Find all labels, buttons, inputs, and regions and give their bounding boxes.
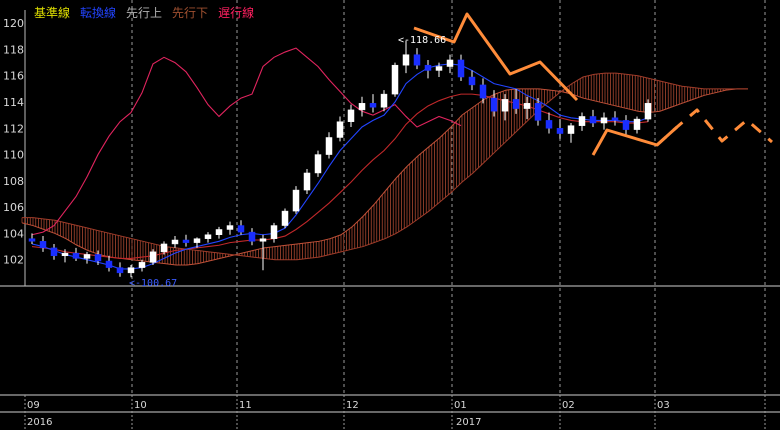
- candle-body: [413, 54, 421, 66]
- candle-body: [501, 99, 509, 112]
- candle-body: [292, 189, 300, 212]
- trend-annotation-line: [655, 108, 773, 147]
- candle-body: [600, 117, 608, 124]
- candle-body: [237, 225, 245, 233]
- tenkan-line: [31, 63, 649, 270]
- candle-body: [490, 97, 498, 112]
- candle-body: [303, 172, 311, 191]
- candle-body: [204, 234, 212, 239]
- candle-body: [358, 103, 366, 111]
- legend-senkou-b: 先行下: [172, 6, 209, 20]
- x-tick-label: 01: [454, 400, 467, 411]
- candle-body: [39, 241, 47, 249]
- candle-body: [457, 59, 465, 78]
- candle-body: [512, 99, 520, 109]
- candle-body: [347, 109, 355, 122]
- candle-body: [479, 84, 487, 99]
- candle-body: [611, 117, 619, 121]
- x-tick-label: 11: [239, 400, 252, 411]
- legend-tenkan: 転換線: [80, 6, 117, 20]
- candle-body: [138, 262, 146, 268]
- x-tick-label: 03: [657, 400, 670, 411]
- trend-annotations: [413, 12, 773, 156]
- senkou-b-line: [22, 72, 748, 261]
- candle-body: [105, 260, 113, 268]
- candle-body: [446, 59, 454, 67]
- candle-body: [369, 103, 377, 108]
- y-tick-label: 114: [3, 96, 24, 109]
- y-tick-label: 118: [3, 43, 24, 56]
- x-tick-label: 09: [27, 400, 40, 411]
- x-tick-label: 10: [134, 400, 147, 411]
- candle-body: [94, 254, 102, 262]
- candle-body: [523, 103, 531, 109]
- candle-body: [545, 120, 553, 129]
- candle-body: [435, 66, 443, 71]
- y-tick-label: 108: [3, 175, 24, 188]
- candle-body: [259, 238, 267, 242]
- legend-kijun: 基準線: [34, 6, 71, 20]
- candle-body: [314, 154, 322, 174]
- x-tick-label: 12: [346, 400, 359, 411]
- candle-body: [28, 238, 36, 242]
- low-price-label: <-100.67: [129, 278, 177, 289]
- candle-body: [644, 103, 652, 120]
- candle-body: [226, 225, 234, 230]
- candle-body: [556, 128, 564, 134]
- candle-body: [567, 125, 575, 134]
- candle-body: [380, 93, 388, 108]
- legend-senkou-a: 先行上: [126, 6, 163, 20]
- candle-body: [50, 247, 58, 257]
- y-tick-label: 104: [3, 227, 24, 240]
- trend-annotation-line: [591, 125, 679, 156]
- axis-labels: 120 118 116 114 112 110 108 106 104 102 09 10 11 12 01…: [3, 17, 670, 428]
- x-tick-label: 02: [562, 400, 575, 411]
- candle-body: [391, 64, 399, 95]
- chikou-line: [31, 47, 462, 236]
- candle-body: [402, 54, 410, 66]
- candle-body: [193, 238, 201, 243]
- candle-body: [325, 137, 333, 155]
- candle-body: [336, 121, 344, 138]
- y-tick-label: 106: [3, 201, 24, 214]
- trend-annotation-line: [413, 12, 579, 102]
- candle-body: [171, 239, 179, 245]
- candle-body: [83, 254, 91, 259]
- y-tick-label: 110: [3, 149, 24, 162]
- candle-body: [468, 76, 476, 86]
- candlestick-series: [28, 40, 652, 278]
- indicator-legend: 基準線 転換線 先行上 先行下 遅行線: [34, 4, 254, 21]
- candle-body: [578, 116, 586, 126]
- candle-body: [281, 210, 289, 226]
- candle-body: [633, 118, 641, 130]
- candle-body: [270, 225, 278, 239]
- candle-body: [182, 239, 190, 243]
- high-price-label: <-118.66: [398, 35, 446, 46]
- candle-body: [116, 267, 124, 274]
- y-tick-label: 120: [3, 17, 24, 30]
- year-label: 2017: [456, 417, 481, 428]
- ichimoku-cloud: [21, 72, 748, 266]
- candle-body: [589, 116, 597, 124]
- candle-body: [61, 252, 69, 257]
- candle-body: [424, 64, 432, 71]
- candle-body: [534, 103, 542, 121]
- candle-body: [127, 267, 135, 274]
- y-tick-label: 102: [3, 254, 24, 267]
- candle-body: [149, 251, 157, 263]
- candle-body: [622, 120, 630, 130]
- legend-chikou: 遅行線: [218, 6, 255, 20]
- senkou-a-line: [21, 88, 748, 266]
- year-label: 2016: [27, 417, 52, 428]
- candle-body: [248, 231, 256, 242]
- candle-body: [160, 243, 168, 253]
- kijun-line: [31, 93, 649, 259]
- candle-body: [72, 252, 80, 259]
- ichimoku-lines: [31, 47, 649, 270]
- y-tick-label: 116: [3, 70, 24, 83]
- candle-body: [215, 229, 223, 235]
- y-tick-label: 112: [3, 122, 24, 135]
